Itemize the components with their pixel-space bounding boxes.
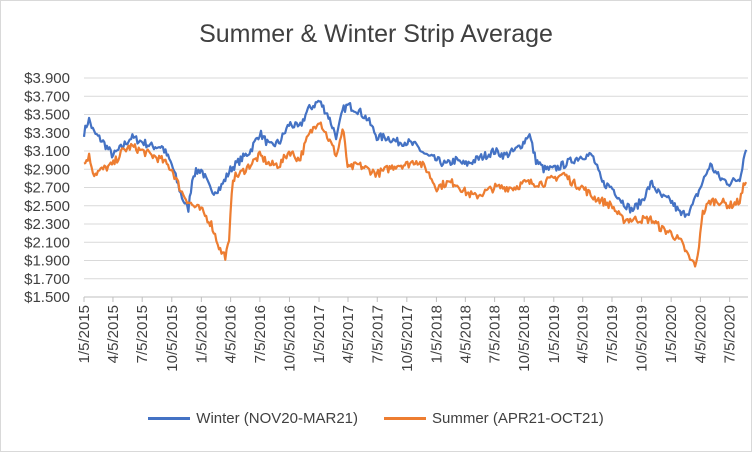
x-tick-label: 10/5/2017 (399, 305, 416, 372)
x-tick-label: 1/5/2016 (193, 305, 210, 363)
x-tick-label: 7/5/2018 (487, 305, 504, 363)
legend: Winter (NOV20-MAR21) Summer (APR21-OCT21… (0, 410, 752, 427)
y-tick-label: $3.700 (24, 88, 70, 105)
y-tick-label: $1.500 (24, 289, 70, 306)
legend-label-winter: Winter (NOV20-MAR21) (196, 410, 358, 427)
x-tick-label: 4/5/2019 (575, 305, 592, 363)
x-tick-label: 4/5/2018 (457, 305, 474, 363)
legend-swatch-summer (384, 417, 426, 420)
x-tick-label: 1/5/2017 (311, 305, 328, 363)
y-tick-label: $2.900 (24, 161, 70, 178)
x-tick-label: 7/5/2016 (252, 305, 269, 363)
x-tick-label: 1/5/2015 (76, 305, 93, 363)
x-axis-ticks: 1/5/2015 4/5/2015 7/5/2015 10/5/2015 1/5/201… (76, 297, 739, 372)
y-tick-label: $3.100 (24, 143, 70, 160)
legend-swatch-winter (148, 417, 191, 420)
x-tick-label: 10/5/2015 (164, 305, 181, 372)
y-tick-label: $3.300 (24, 125, 70, 142)
x-tick-label: 1/5/2018 (428, 305, 445, 363)
series-lines (82, 99, 748, 268)
x-tick-label: 4/5/2016 (223, 305, 240, 363)
y-tick-label: $3.500 (24, 107, 70, 124)
series-line-winter (82, 99, 748, 218)
y-tick-label: $2.700 (24, 180, 70, 197)
y-tick-label: $3.900 (24, 70, 70, 87)
y-axis-ticks: $1.500$1.700$1.900 $2.100$2.300$2.500$2.7… (24, 70, 70, 306)
x-tick-label: 10/5/2016 (281, 305, 298, 372)
chart-title: Summer & Winter Strip Average (199, 20, 553, 48)
y-tick-label: $2.500 (24, 198, 70, 215)
y-tick-label: $2.100 (24, 234, 70, 251)
legend-item-winter: Winter (NOV20-MAR21) (148, 410, 358, 427)
legend-label-summer: Summer (APR21-OCT21) (432, 410, 604, 427)
x-tick-label: 7/5/2015 (134, 305, 151, 363)
legend-item-summer: Summer (APR21-OCT21) (384, 410, 604, 427)
y-tick-label: $1.900 (24, 253, 70, 270)
x-tick-label: 4/5/2017 (340, 305, 357, 363)
x-tick-label: 7/5/2020 (722, 305, 739, 363)
y-tick-label: $2.300 (24, 216, 70, 233)
x-tick-label: 10/5/2018 (516, 305, 533, 372)
x-tick-label: 4/5/2015 (105, 305, 122, 363)
x-tick-label: 1/5/2020 (663, 305, 680, 363)
series-line-summer (83, 121, 748, 268)
x-tick-label: 7/5/2017 (369, 305, 386, 363)
y-tick-label: $1.700 (24, 271, 70, 288)
x-tick-label: 10/5/2019 (634, 305, 651, 372)
x-tick-label: 7/5/2019 (604, 305, 621, 363)
x-tick-label: 1/5/2019 (546, 305, 563, 363)
x-tick-label: 4/5/2020 (692, 305, 709, 363)
